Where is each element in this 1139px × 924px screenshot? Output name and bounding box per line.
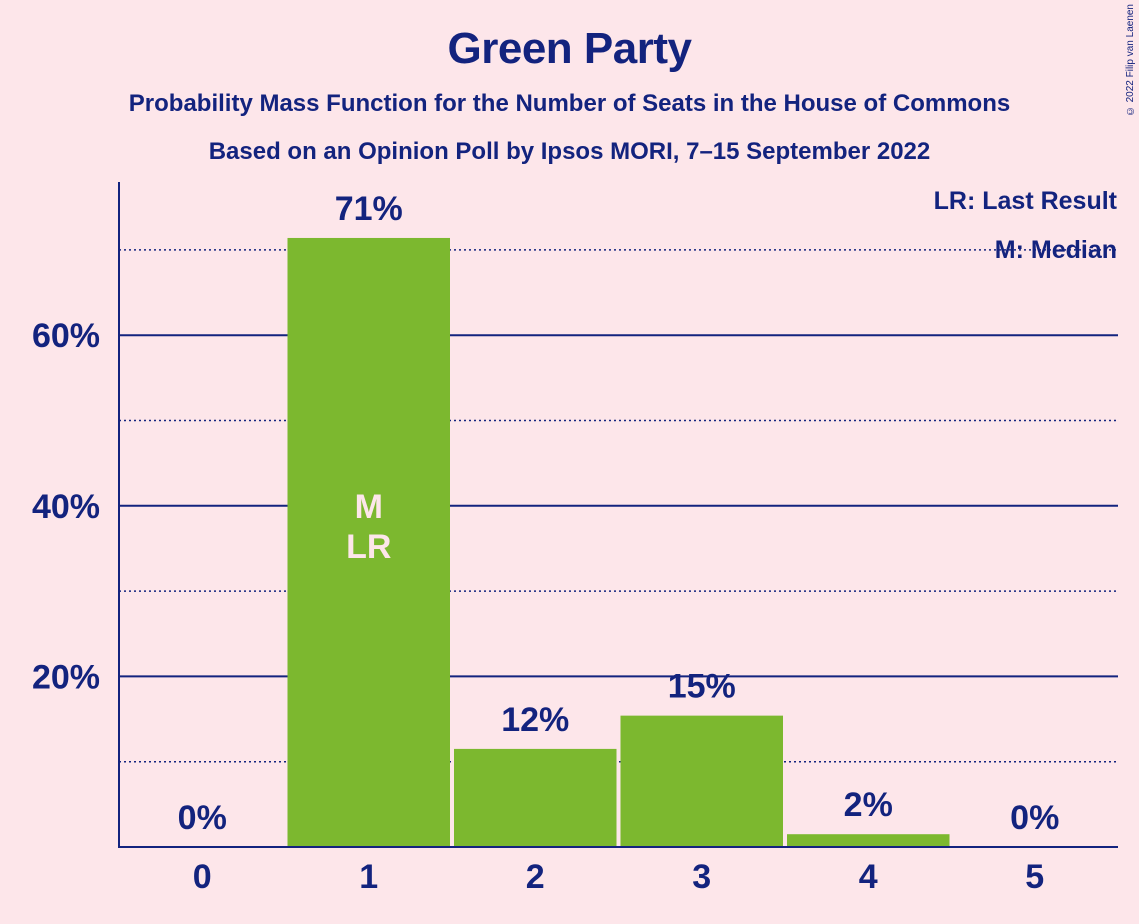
- bar: [620, 715, 783, 847]
- y-tick-label: 60%: [32, 317, 100, 355]
- x-tick-label: 3: [692, 858, 711, 896]
- bar: [287, 237, 450, 847]
- legend-median: M: Median: [995, 236, 1117, 264]
- x-tick-label: 0: [193, 858, 212, 896]
- axes: [118, 182, 1118, 848]
- data-label: 15%: [668, 668, 736, 706]
- bar: [787, 834, 950, 847]
- data-label: 71%: [335, 190, 403, 228]
- y-tick-label: 20%: [32, 658, 100, 696]
- chart-title: Green Party: [447, 24, 692, 73]
- x-tick-label: 5: [1025, 858, 1044, 896]
- data-label: 0%: [1010, 799, 1059, 837]
- bar: [454, 748, 617, 847]
- data-label: 2%: [844, 786, 893, 824]
- bar-marker-label: M: [355, 488, 383, 526]
- x-tick-label: 4: [859, 858, 878, 896]
- bars: [287, 237, 950, 847]
- chart-subtitle: Probability Mass Function for the Number…: [128, 90, 1011, 117]
- grid-lines: [119, 249, 1118, 763]
- y-tick-label: 40%: [32, 488, 100, 526]
- data-label: 12%: [501, 701, 569, 739]
- legend-last-result: LR: Last Result: [934, 187, 1118, 215]
- x-tick-label: 2: [526, 858, 545, 896]
- bar-marker-label: LR: [346, 528, 391, 566]
- x-tick-label: 1: [359, 858, 378, 896]
- data-label: 0%: [178, 799, 227, 837]
- chart-source: Based on an Opinion Poll by Ipsos MORI, …: [208, 138, 931, 165]
